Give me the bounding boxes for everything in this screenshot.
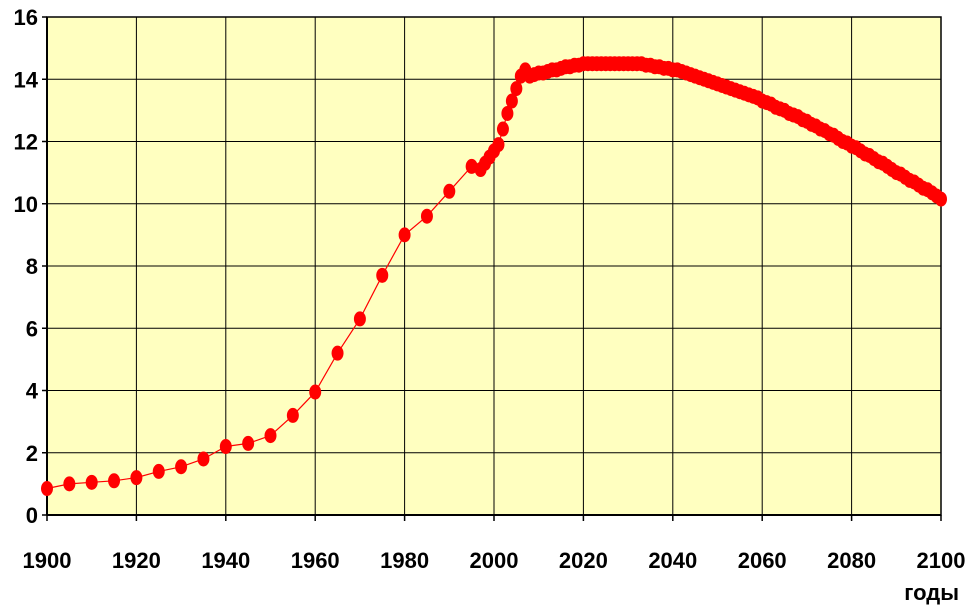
x-tick-label: 1940 bbox=[201, 548, 250, 573]
data-point bbox=[242, 435, 255, 451]
data-point bbox=[443, 183, 456, 199]
data-point bbox=[85, 474, 98, 490]
series-group bbox=[41, 56, 947, 497]
data-point bbox=[376, 267, 389, 283]
y-tick-label: 6 bbox=[26, 316, 38, 341]
x-tick-label: 1960 bbox=[291, 548, 340, 573]
x-tick-label: 2060 bbox=[738, 548, 787, 573]
y-tick-label: 4 bbox=[26, 379, 39, 404]
data-point bbox=[398, 227, 411, 243]
x-tick-label: 2000 bbox=[470, 548, 519, 573]
x-tick-label: 1900 bbox=[23, 548, 72, 573]
data-point bbox=[505, 93, 518, 109]
y-tick-label: 12 bbox=[14, 130, 38, 155]
data-point bbox=[331, 345, 344, 361]
data-point bbox=[175, 459, 188, 475]
x-tick-labels: 1900 1920 1940 1960 1980 2000 2020 2040 2060 2080… bbox=[23, 548, 966, 573]
data-point bbox=[152, 463, 165, 479]
data-point bbox=[420, 208, 433, 224]
data-point bbox=[510, 81, 523, 97]
y-tick-label: 14 bbox=[14, 67, 39, 92]
x-tick-label: 2040 bbox=[648, 548, 697, 573]
axes bbox=[42, 16, 942, 521]
x-tick-label: 2100 bbox=[917, 548, 966, 573]
data-point bbox=[63, 476, 76, 492]
y-tick-label: 0 bbox=[26, 503, 38, 528]
data-point bbox=[353, 311, 366, 327]
data-point bbox=[41, 481, 53, 497]
y-tick-label: 8 bbox=[26, 254, 38, 279]
data-point bbox=[108, 473, 121, 489]
x-axis-label: годы bbox=[904, 580, 959, 605]
data-point bbox=[264, 428, 277, 444]
x-tick-label: 2020 bbox=[559, 548, 608, 573]
data-point bbox=[286, 407, 299, 423]
y-tick-label: 16 bbox=[14, 5, 38, 30]
data-point bbox=[496, 121, 509, 137]
x-tick-label: 1920 bbox=[112, 548, 161, 573]
data-point bbox=[130, 470, 143, 486]
data-point bbox=[309, 384, 322, 400]
data-point bbox=[197, 451, 210, 467]
data-point bbox=[935, 191, 947, 207]
data-point bbox=[219, 439, 232, 455]
data-point bbox=[501, 105, 514, 121]
data-point bbox=[492, 137, 505, 153]
y-tick-label: 10 bbox=[14, 192, 38, 217]
y-tick-label: 2 bbox=[26, 441, 38, 466]
y-tick-labels: 0 2 4 6 8 10 12 14 16 bbox=[14, 5, 39, 528]
x-tick-label: 1980 bbox=[380, 548, 429, 573]
x-tick-label: 2080 bbox=[827, 548, 876, 573]
